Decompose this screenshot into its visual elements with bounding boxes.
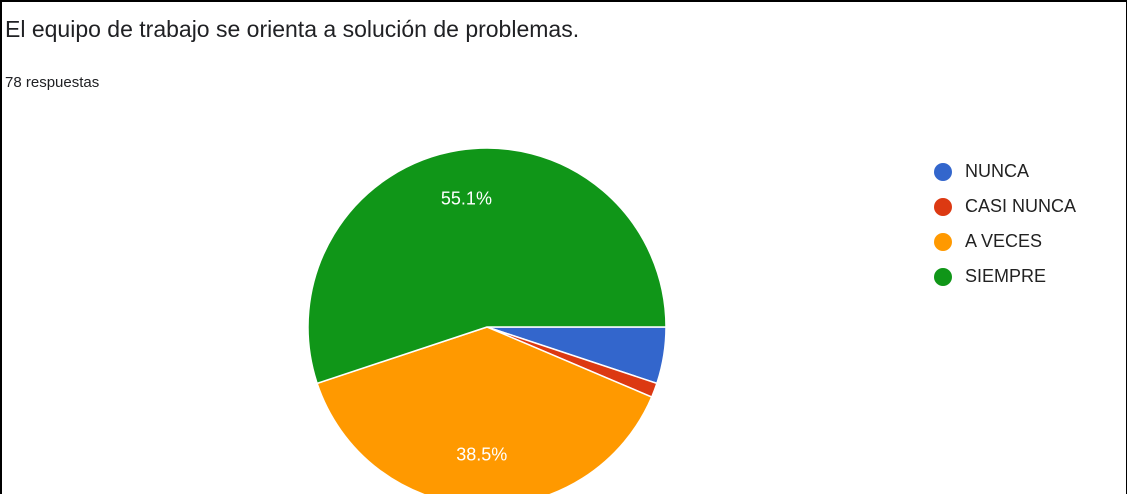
legend-label: SIEMPRE (965, 266, 1046, 286)
legend-swatch (934, 268, 952, 286)
chart-subtitle: 78 respuestas (5, 74, 99, 91)
legend-swatch (934, 233, 952, 251)
chart-title: El equipo de trabajo se orienta a soluci… (5, 16, 579, 42)
legend-label: CASI NUNCA (965, 196, 1076, 216)
pie-slice (316, 326, 653, 494)
legend-swatch (934, 198, 952, 216)
legend-label: NUNCA (965, 161, 1029, 181)
legend-swatch (934, 163, 952, 181)
legend-label: A VECES (965, 231, 1042, 251)
pie-slice (307, 147, 667, 385)
data-label: 38.5% (456, 445, 507, 465)
data-label: 55.1% (441, 189, 492, 209)
